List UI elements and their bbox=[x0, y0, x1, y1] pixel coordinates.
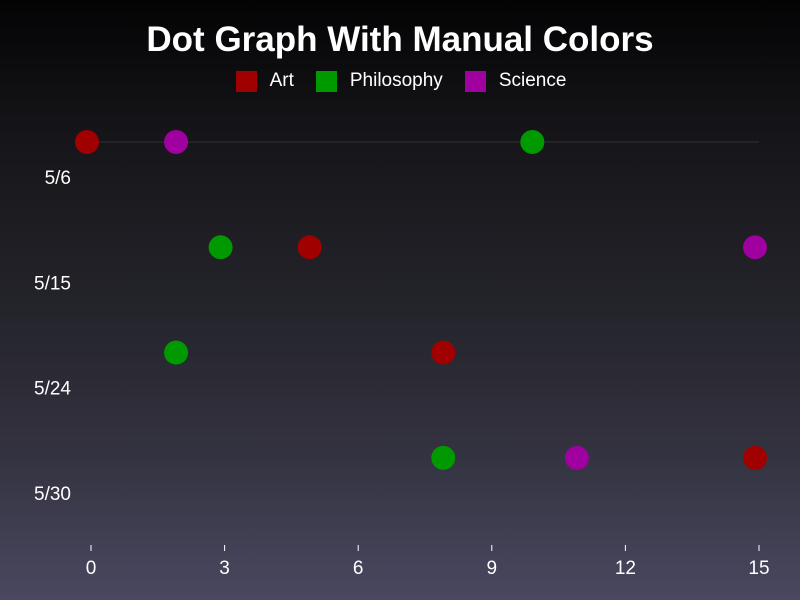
dot-art bbox=[297, 235, 322, 260]
dot-art bbox=[743, 445, 767, 470]
legend-item-philosophy: Philosophy bbox=[315, 69, 443, 93]
dot-science bbox=[164, 130, 189, 154]
legend-label-art: Art bbox=[269, 70, 294, 91]
x-tick-label: 3 bbox=[219, 558, 230, 579]
dot-philosophy bbox=[164, 340, 189, 365]
dot-science bbox=[743, 235, 767, 260]
legend: Art Philosophy Science bbox=[0, 69, 800, 93]
legend-swatch-art bbox=[235, 70, 257, 92]
category-label: 5/24 bbox=[34, 379, 71, 400]
dot-art bbox=[431, 340, 456, 365]
x-tick-label: 15 bbox=[748, 558, 769, 579]
legend-label-philosophy: Philosophy bbox=[349, 70, 443, 91]
dot-philosophy bbox=[520, 130, 545, 154]
x-tick-label: 12 bbox=[615, 558, 636, 579]
category-label: 5/6 bbox=[45, 168, 71, 189]
legend-swatch-science bbox=[464, 70, 486, 92]
legend-item-science: Science bbox=[464, 69, 567, 93]
x-tick-label: 9 bbox=[487, 558, 498, 579]
category-label: 5/30 bbox=[34, 484, 71, 505]
legend-item-art: Art bbox=[235, 69, 294, 93]
dot-philosophy bbox=[208, 235, 233, 260]
chart-title: Dot Graph With Manual Colors bbox=[146, 20, 654, 59]
x-tick-label: 0 bbox=[86, 558, 97, 579]
dot-art bbox=[75, 130, 99, 154]
category-label: 5/15 bbox=[34, 273, 71, 294]
legend-label-science: Science bbox=[498, 70, 567, 91]
x-tick-label: 6 bbox=[353, 558, 364, 579]
dot-philosophy bbox=[431, 445, 456, 470]
legend-swatch-philosophy bbox=[315, 70, 337, 92]
dot-science bbox=[564, 445, 589, 470]
